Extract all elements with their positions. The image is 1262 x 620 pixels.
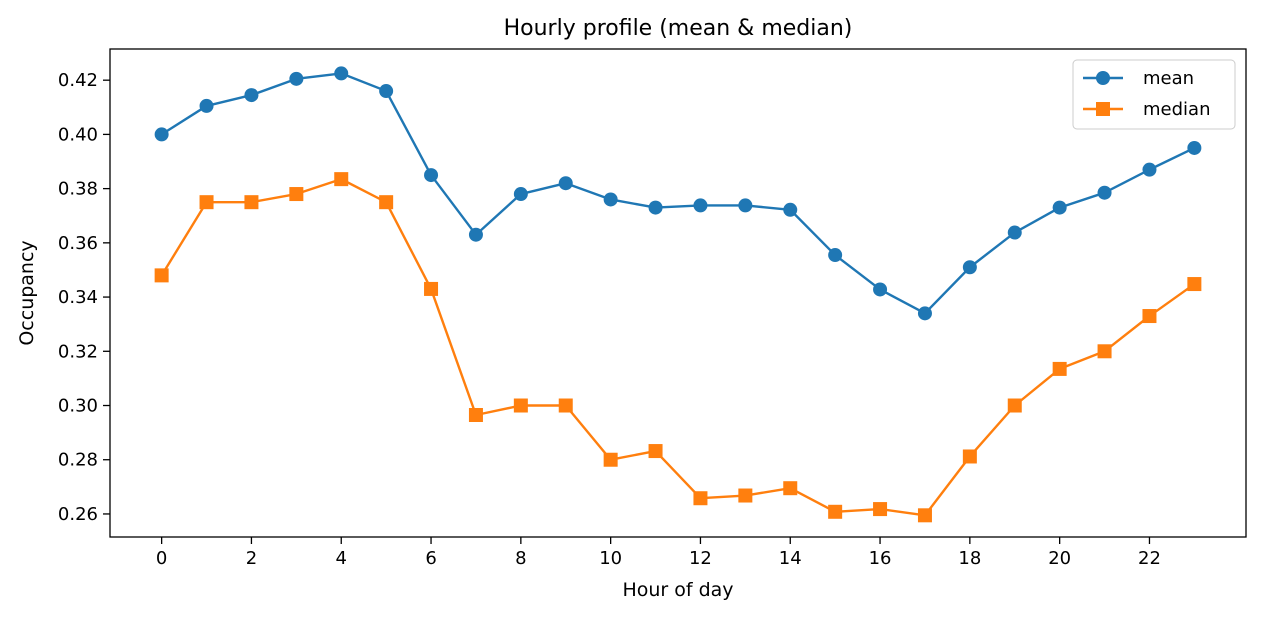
data-point-median [873, 502, 888, 517]
data-point-median [468, 408, 483, 422]
y-tick-label: 0.36 [58, 233, 98, 254]
data-point-median [154, 268, 169, 283]
plot-area [154, 66, 1202, 523]
data-point-median [289, 187, 304, 202]
data-point-mean [1187, 140, 1202, 155]
data-point-mean [693, 198, 708, 213]
data-point-mean [648, 200, 663, 215]
chart-title: Hourly profile (mean & median) [504, 16, 853, 41]
y-tick-label: 0.26 [58, 504, 98, 525]
data-point-mean [199, 98, 214, 113]
data-point-mean [783, 202, 798, 217]
data-point-mean [558, 176, 573, 191]
x-tick-label: 4 [336, 548, 347, 569]
data-point-median [1007, 398, 1022, 413]
y-axis-label: Occupancy [16, 240, 38, 345]
data-point-mean [603, 192, 618, 207]
data-point-median [648, 444, 663, 459]
y-tick-label: 0.38 [58, 179, 98, 200]
data-point-mean [1097, 185, 1112, 200]
data-point-mean [1007, 225, 1022, 240]
x-tick-label: 10 [599, 548, 622, 569]
legend-label-median: median [1143, 99, 1210, 120]
data-point-median [738, 488, 753, 503]
data-point-mean [334, 66, 349, 81]
data-point-mean [244, 88, 259, 103]
data-point-mean [1052, 200, 1067, 215]
y-tick-label: 0.30 [58, 396, 98, 417]
data-point-mean [873, 282, 888, 297]
x-tick-label: 6 [425, 548, 436, 569]
x-axis-label: Hour of day [622, 579, 733, 601]
data-point-mean [424, 168, 439, 183]
x-tick-label: 2 [246, 548, 257, 569]
data-point-mean [289, 71, 304, 86]
data-point-median [1097, 344, 1112, 359]
data-point-mean [738, 198, 753, 213]
x-tick-label: 0 [156, 548, 167, 569]
data-point-median [828, 504, 843, 519]
data-point-median [917, 508, 932, 523]
data-point-median [244, 195, 259, 210]
data-point-median [1187, 277, 1202, 292]
x-axis: 0 2 4 6 8 10 12 14 16 18 20 22 [156, 537, 1161, 569]
data-point-median [424, 281, 439, 296]
data-point-mean [1142, 162, 1157, 177]
legend-marker-mean [1096, 71, 1110, 85]
data-point-mean [962, 260, 977, 275]
data-point-mean [154, 127, 169, 142]
data-point-median [783, 481, 798, 496]
data-point-mean [513, 187, 528, 202]
legend-marker-median [1096, 102, 1110, 116]
y-tick-label: 0.32 [58, 341, 98, 362]
x-tick-label: 20 [1048, 548, 1071, 569]
data-point-mean [379, 84, 394, 99]
data-point-mean [828, 248, 843, 263]
data-point-mean [468, 227, 483, 242]
data-point-median [1142, 309, 1157, 324]
y-tick-label: 0.28 [58, 450, 98, 471]
legend: mean median [1072, 59, 1236, 130]
y-tick-label: 0.42 [58, 70, 98, 91]
series-line-mean [160, 72, 1195, 315]
x-tick-label: 16 [869, 548, 892, 569]
data-point-median [334, 172, 349, 187]
data-point-mean [917, 306, 932, 321]
x-tick-label: 8 [515, 548, 526, 569]
data-point-median [603, 452, 618, 467]
data-point-median [693, 491, 708, 506]
series-line-median [160, 177, 1196, 517]
data-point-median [962, 449, 977, 464]
y-axis: 0.26 0.28 0.30 0.32 0.34 0.36 0.38 0.40 0.42 [58, 70, 110, 525]
x-tick-label: 22 [1138, 548, 1161, 569]
data-point-median [513, 398, 528, 413]
data-point-median [558, 398, 573, 413]
y-tick-label: 0.40 [58, 124, 98, 145]
data-point-median [379, 195, 394, 210]
data-point-median [1052, 361, 1067, 376]
data-point-median [199, 195, 214, 210]
y-tick-label: 0.34 [58, 287, 98, 308]
x-tick-label: 18 [958, 548, 981, 569]
plot-frame [109, 48, 1247, 538]
x-tick-label: 14 [779, 548, 802, 569]
legend-label-mean: mean [1143, 68, 1194, 89]
x-tick-label: 12 [689, 548, 712, 569]
